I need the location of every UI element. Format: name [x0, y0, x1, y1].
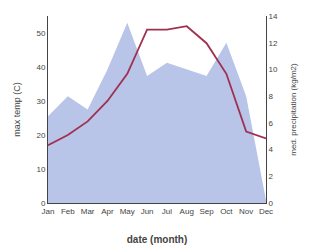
- svg-text:40: 40: [36, 63, 45, 72]
- svg-text:50: 50: [36, 29, 45, 38]
- svg-text:Nov: Nov: [239, 207, 253, 216]
- svg-text:4: 4: [269, 145, 274, 154]
- svg-text:10: 10: [269, 65, 278, 74]
- svg-text:med. precipitation (kg/m2): med. precipitation (kg/m2): [289, 63, 298, 156]
- svg-text:12: 12: [269, 39, 278, 48]
- svg-text:20: 20: [36, 131, 45, 140]
- svg-text:max temp (C): max temp (C): [12, 82, 22, 137]
- svg-text:May: May: [120, 207, 135, 216]
- svg-text:Jul: Jul: [162, 207, 172, 216]
- svg-text:Apr: Apr: [101, 207, 114, 216]
- svg-text:14: 14: [269, 12, 278, 21]
- svg-text:0: 0: [269, 199, 274, 208]
- svg-text:Dec: Dec: [259, 207, 273, 216]
- svg-text:2: 2: [269, 172, 274, 181]
- svg-text:30: 30: [36, 97, 45, 106]
- svg-text:Sep: Sep: [199, 207, 214, 216]
- svg-text:Aug: Aug: [180, 207, 194, 216]
- svg-text:Jan: Jan: [42, 207, 55, 216]
- svg-text:Oct: Oct: [220, 207, 233, 216]
- svg-text:Mar: Mar: [81, 207, 95, 216]
- svg-text:Jun: Jun: [141, 207, 154, 216]
- svg-text:6: 6: [269, 119, 274, 128]
- svg-text:0: 0: [41, 199, 46, 208]
- svg-text:8: 8: [269, 92, 274, 101]
- svg-text:Feb: Feb: [61, 207, 75, 216]
- svg-text:10: 10: [36, 165, 45, 174]
- svg-text:date (month): date (month): [127, 234, 188, 245]
